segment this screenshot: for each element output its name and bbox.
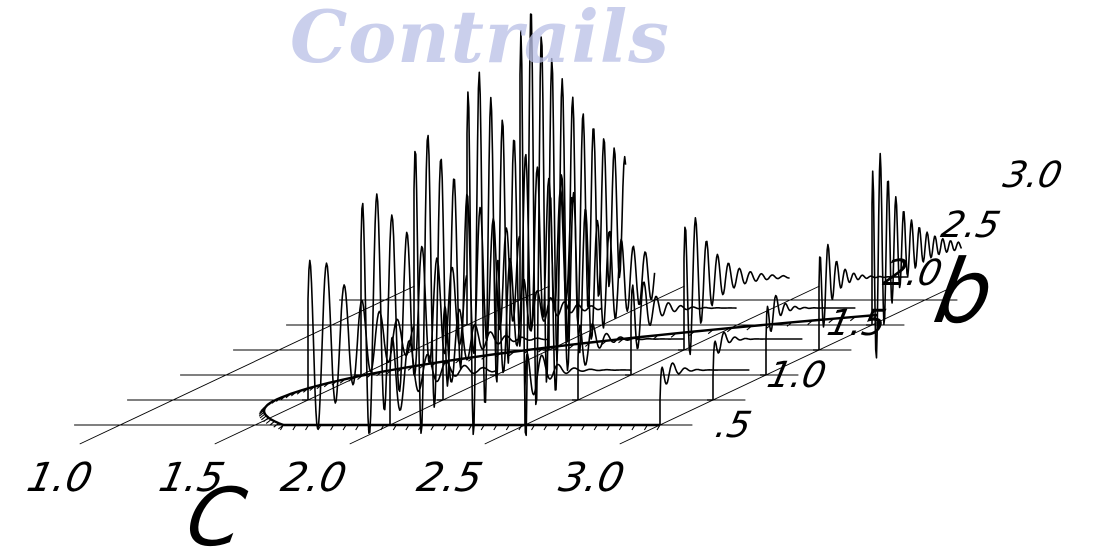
response-trace-c2-b0.5 [384,336,496,426]
response-trace-c3-b0.5 [654,362,750,426]
c-tick-label-3: 2.0 [277,455,351,501]
response-trace-c3-b2.5 [866,152,963,359]
response-trace-c2.5-b0.5 [519,353,631,426]
response-trace-c3-b1.5 [760,294,856,376]
c-tick-label-4: 2.5 [413,455,487,501]
grid-line-c-5 [619,285,955,445]
response-trace-c1.5-b2 [408,134,521,435]
response-trace-c1.5-b2.5 [461,71,574,436]
grid-line-c-3 [349,285,685,445]
response-trace-c2-b2 [543,174,656,391]
b-tick-label-3: 1.5 [823,303,890,344]
b-tick-label-2: 1.0 [763,355,830,396]
watermark-logo: Contrails [290,0,670,79]
b-tick-label-4: 2.0 [879,253,946,294]
response-trace-c2.5-b1 [572,323,684,401]
response-trace-c3-b1 [707,331,803,401]
response-trace-c2.5-b1.5 [625,281,737,376]
c-tick-label-1: 1.0 [23,455,97,501]
b-tick-label-6: 3.0 [999,155,1066,196]
b-tick-label-5: 2.5 [937,205,1004,246]
response-trace-c1.5-b1.5 [355,193,468,435]
c-tick-label-5: 3.0 [555,455,629,501]
response-trace-c1.5-b3 [514,13,627,437]
response-trace-c2.5-b2 [678,217,790,356]
grid-line-c-4 [484,285,820,445]
